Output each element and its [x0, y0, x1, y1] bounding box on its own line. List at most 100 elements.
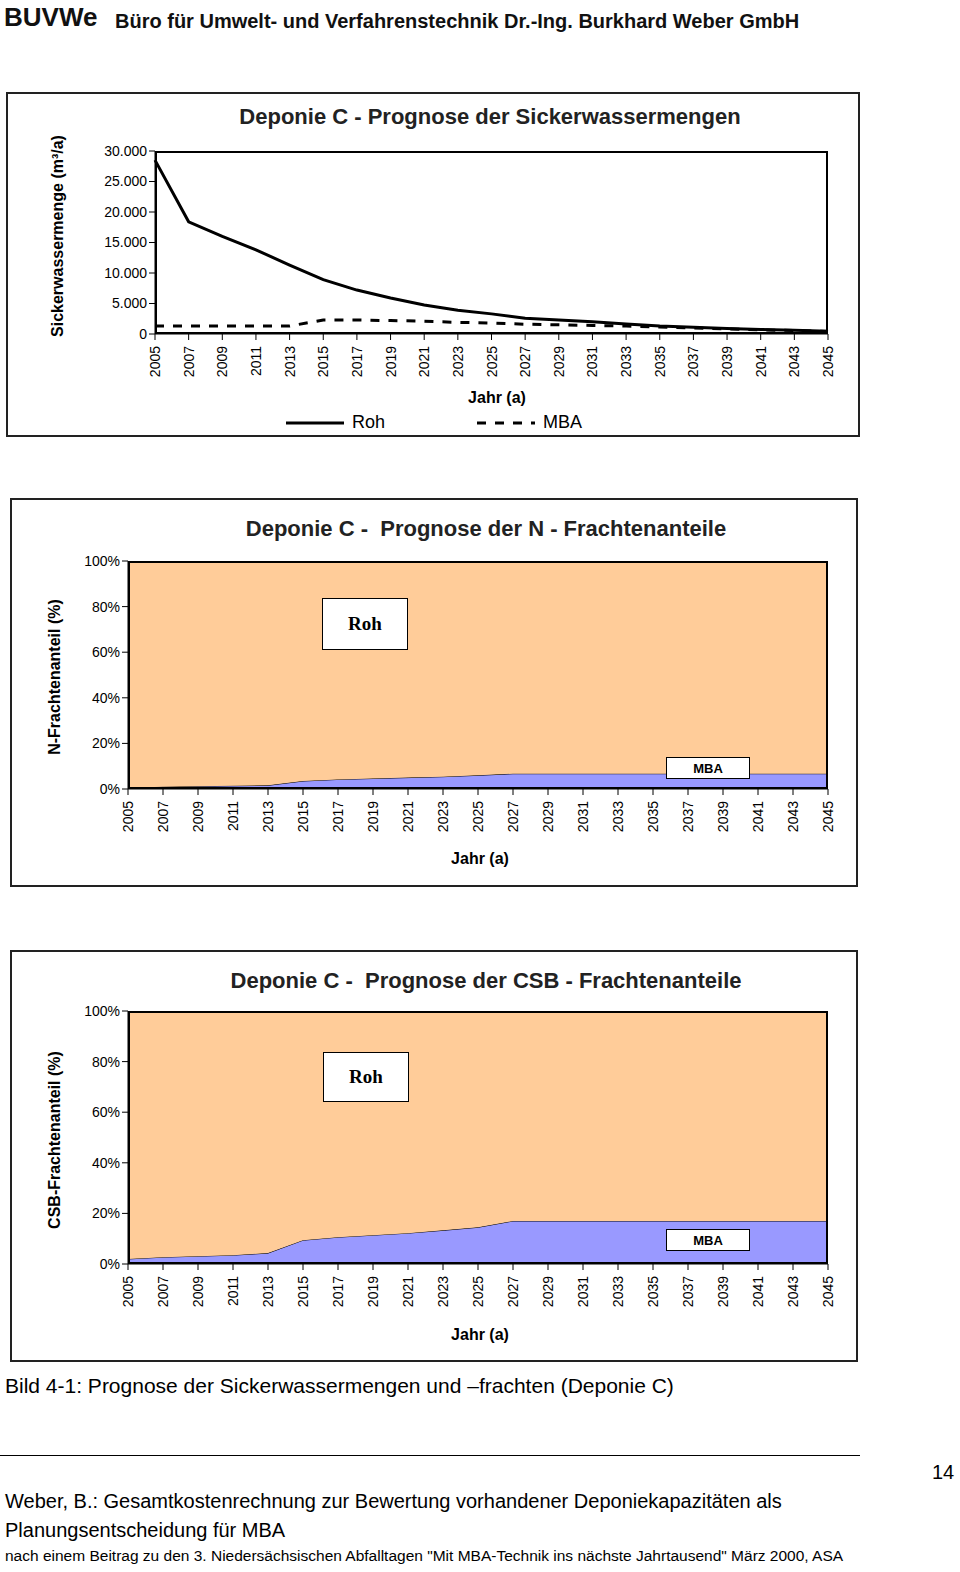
html-text:Deponie C - Prognose der N - F: Deponie C - Prognose der N - Frachtenant… — [245, 516, 727, 541]
html-text:Jahr (a): Jahr (a) — [451, 850, 509, 867]
svg-text:2015: 2015 — [295, 801, 311, 832]
html-text:Weber, B.: Gesamtkostenrechnun: Weber, B.: Gesamtkostenrechnung zur Bewe… — [5, 1490, 782, 1512]
svg-text:2031: 2031 — [584, 346, 600, 377]
svg-text:40%: 40% — [92, 1155, 120, 1171]
svg-text:2011: 2011 — [225, 801, 241, 831]
svg-text:2011: 2011 — [248, 346, 264, 376]
svg-text:2013: 2013 — [282, 346, 298, 377]
svg-text:2017: 2017 — [349, 346, 365, 377]
svg-text:2015: 2015 — [295, 1276, 311, 1307]
svg-text:100%: 100% — [84, 553, 120, 569]
html-text:MBA: MBA — [543, 412, 582, 432]
svg-text:5.000: 5.000 — [112, 295, 147, 311]
svg-text:2037: 2037 — [685, 346, 701, 377]
html-text:Sickerwassermenge (m³/a): Sickerwassermenge (m³/a) — [49, 135, 66, 337]
svg-text:2029: 2029 — [551, 346, 567, 377]
svg-text:2033: 2033 — [618, 346, 634, 377]
html-text:Jahr (a): Jahr (a) — [468, 389, 526, 406]
svg-text:2029: 2029 — [540, 1276, 556, 1307]
svg-text:2009: 2009 — [214, 346, 230, 377]
svg-text:15.000: 15.000 — [104, 234, 147, 250]
html-text:14: 14 — [932, 1461, 955, 1483]
html-text:Büro für Umwelt- und Verfahren: Büro für Umwelt- und Verfahrenstechnik D… — [115, 10, 800, 32]
svg-text:2031: 2031 — [575, 801, 591, 832]
svg-text:2007: 2007 — [155, 1276, 171, 1307]
svg-text:2043: 2043 — [785, 801, 801, 832]
svg-text:20.000: 20.000 — [104, 204, 147, 220]
svg-text:2009: 2009 — [190, 1276, 206, 1307]
svg-text:2041: 2041 — [750, 801, 766, 832]
svg-text:2043: 2043 — [785, 1276, 801, 1307]
svg-text:40%: 40% — [92, 690, 120, 706]
svg-text:2029: 2029 — [540, 801, 556, 832]
html-text:Deponie C - Prognose der Sicke: Deponie C - Prognose der Sickerwassermen… — [239, 104, 741, 129]
svg-text:2009: 2009 — [190, 801, 206, 832]
svg-text:2011: 2011 — [225, 1276, 241, 1306]
svg-text:20%: 20% — [92, 1205, 120, 1221]
svg-text:2013: 2013 — [260, 1276, 276, 1307]
svg-text:2023: 2023 — [435, 1276, 451, 1307]
svg-text:2041: 2041 — [753, 346, 769, 377]
svg-text:2017: 2017 — [330, 1276, 346, 1307]
svg-text:20%: 20% — [92, 735, 120, 751]
svg-text:2025: 2025 — [470, 1276, 486, 1307]
svg-text:2033: 2033 — [610, 1276, 626, 1307]
svg-text:2039: 2039 — [715, 801, 731, 832]
svg-text:2041: 2041 — [750, 1276, 766, 1307]
svg-text:10.000: 10.000 — [104, 265, 147, 281]
svg-text:25.000: 25.000 — [104, 173, 147, 189]
svg-text:2043: 2043 — [786, 346, 802, 377]
svg-text:2033: 2033 — [610, 801, 626, 832]
svg-text:2007: 2007 — [155, 801, 171, 832]
svg-text:2035: 2035 — [645, 1276, 661, 1307]
svg-text:2005: 2005 — [120, 1276, 136, 1307]
svg-text:2013: 2013 — [260, 801, 276, 832]
html-text:CSB-Frachtenanteil (%): CSB-Frachtenanteil (%) — [46, 1051, 63, 1229]
svg-text:2027: 2027 — [505, 1276, 521, 1307]
svg-text:2035: 2035 — [645, 801, 661, 832]
svg-text:0%: 0% — [100, 781, 120, 797]
svg-text:2021: 2021 — [400, 801, 416, 832]
html-text:Planungsentscheidung für MBA: Planungsentscheidung für MBA — [5, 1519, 286, 1541]
svg-text:2005: 2005 — [120, 801, 136, 832]
html-text:Bild 4-1: Prognose der Sickerw: Bild 4-1: Prognose der Sickerwassermenge… — [5, 1374, 674, 1397]
svg-text:2023: 2023 — [435, 801, 451, 832]
html-text:N-Frachtenanteil (%): N-Frachtenanteil (%) — [46, 599, 63, 755]
svg-text:2031: 2031 — [575, 1276, 591, 1307]
svg-text:2021: 2021 — [416, 346, 432, 377]
svg-text:2045: 2045 — [820, 346, 836, 377]
svg-text:0%: 0% — [100, 1256, 120, 1272]
svg-text:2021: 2021 — [400, 1276, 416, 1307]
svg-text:2005: 2005 — [147, 346, 163, 377]
html-text:Roh: Roh — [349, 1066, 383, 1087]
svg-text:80%: 80% — [92, 1054, 120, 1070]
svg-text:2035: 2035 — [652, 346, 668, 377]
svg-text:2017: 2017 — [330, 801, 346, 832]
svg-text:2015: 2015 — [315, 346, 331, 377]
svg-text:2039: 2039 — [719, 346, 735, 377]
svg-text:2025: 2025 — [470, 801, 486, 832]
svg-text:30.000: 30.000 — [104, 143, 147, 159]
svg-text:2019: 2019 — [383, 346, 399, 377]
svg-text:100%: 100% — [84, 1003, 120, 1019]
svg-text:2039: 2039 — [715, 1276, 731, 1307]
svg-text:2007: 2007 — [181, 346, 197, 377]
svg-text:2027: 2027 — [505, 801, 521, 832]
html-text:Roh: Roh — [348, 613, 382, 634]
svg-text:2023: 2023 — [450, 346, 466, 377]
svg-text:2045: 2045 — [820, 1276, 836, 1307]
html-text:Roh: Roh — [352, 412, 385, 432]
svg-text:2037: 2037 — [680, 801, 696, 832]
svg-text:2027: 2027 — [517, 346, 533, 377]
svg-text:2019: 2019 — [365, 801, 381, 832]
svg-text:60%: 60% — [92, 644, 120, 660]
svg-text:2045: 2045 — [820, 801, 836, 832]
svg-text:0: 0 — [139, 326, 147, 342]
html-text:Deponie C - Prognose der CSB -: Deponie C - Prognose der CSB - Frachtena… — [230, 968, 742, 993]
html-text:BUVWe: BUVWe — [4, 2, 98, 32]
svg-text:60%: 60% — [92, 1104, 120, 1120]
svg-text:2019: 2019 — [365, 1276, 381, 1307]
svg-text:2037: 2037 — [680, 1276, 696, 1307]
svg-text:80%: 80% — [92, 599, 120, 615]
svg-text:2025: 2025 — [484, 346, 500, 377]
